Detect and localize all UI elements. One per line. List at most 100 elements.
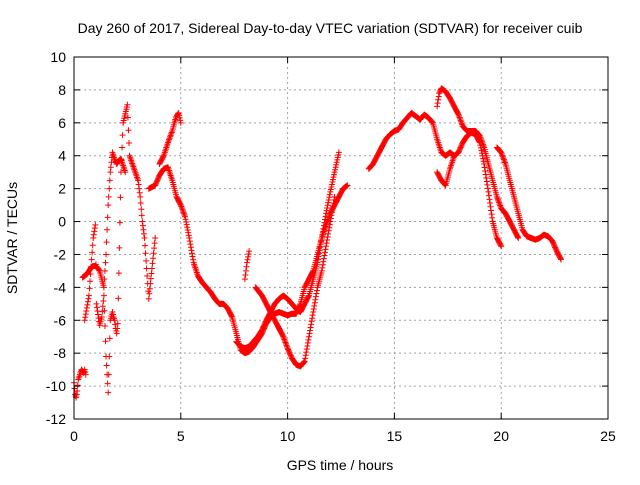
- data-point: [500, 156, 507, 163]
- data-point: [146, 290, 153, 297]
- data-point: [313, 290, 320, 297]
- data-point: [167, 132, 174, 139]
- data-point: [327, 218, 334, 225]
- data-point: [485, 188, 492, 195]
- data-point: [113, 330, 120, 337]
- data-point: [499, 153, 506, 160]
- data-point: [498, 243, 505, 250]
- data-point: [325, 199, 332, 206]
- data-point: [320, 255, 327, 262]
- data-point: [327, 215, 334, 222]
- data-point: [115, 295, 122, 302]
- data-point: [190, 256, 197, 263]
- data-point: [101, 323, 108, 330]
- data-point: [320, 222, 327, 229]
- data-point: [323, 207, 330, 214]
- data-point: [457, 117, 464, 124]
- data-point: [282, 340, 289, 347]
- series-s2-spikes: [156, 109, 253, 283]
- data-point: [281, 336, 288, 343]
- data-point: [104, 226, 111, 233]
- data-point: [498, 150, 505, 157]
- data-point: [140, 226, 147, 233]
- data-point: [93, 300, 100, 307]
- data-point: [139, 218, 146, 225]
- data-point: [282, 339, 289, 346]
- data-point: [325, 227, 332, 234]
- data-point: [137, 193, 144, 200]
- data-point: [283, 342, 290, 349]
- data-point: [141, 235, 148, 241]
- data-point: [81, 317, 88, 324]
- y-tick-label: 8: [58, 82, 66, 98]
- data-point: [493, 193, 500, 200]
- data-point: [558, 256, 565, 263]
- data-point: [228, 312, 235, 319]
- data-point: [317, 241, 324, 248]
- data-point: [328, 209, 335, 216]
- data-point: [324, 202, 331, 209]
- data-point: [494, 195, 501, 202]
- data-point: [494, 196, 501, 203]
- data-point: [89, 242, 96, 249]
- data-point: [151, 240, 158, 247]
- data-point: [85, 295, 92, 302]
- data-point: [114, 320, 121, 327]
- data-point: [86, 285, 93, 292]
- series-s3-late: [434, 144, 565, 263]
- data-point: [189, 250, 196, 257]
- data-point: [324, 237, 331, 244]
- data-point: [484, 181, 491, 188]
- data-point: [73, 391, 80, 398]
- data-point: [103, 251, 110, 258]
- data-point: [320, 225, 327, 232]
- series-s3-peak: [434, 85, 522, 241]
- data-point: [484, 185, 491, 192]
- grid-lines: [74, 57, 608, 419]
- data-point: [83, 304, 90, 311]
- data-point: [152, 235, 159, 241]
- data-point: [318, 267, 325, 274]
- data-point: [74, 382, 81, 389]
- data-point: [91, 225, 98, 232]
- data-point: [118, 156, 125, 163]
- data-point: [245, 251, 252, 258]
- data-point: [136, 185, 143, 192]
- data-point: [246, 248, 253, 255]
- data-point: [147, 275, 154, 282]
- data-point: [311, 299, 318, 306]
- data-point: [480, 141, 487, 148]
- data-point: [500, 155, 507, 162]
- data-point: [457, 115, 464, 122]
- data-point: [106, 353, 113, 360]
- data-point: [96, 267, 103, 274]
- data-point: [105, 371, 112, 378]
- data-point: [313, 287, 320, 294]
- data-point: [92, 221, 99, 228]
- data-point: [244, 256, 251, 263]
- data-point: [145, 295, 152, 302]
- data-point: [93, 304, 100, 311]
- data-point: [331, 196, 338, 203]
- data-point: [189, 253, 196, 260]
- data-point: [82, 371, 89, 378]
- data-point: [482, 167, 489, 174]
- x-axis-label: GPS time / hours: [287, 457, 394, 473]
- data-point: [183, 221, 190, 228]
- data-point: [344, 182, 351, 189]
- data-point: [124, 101, 131, 108]
- data-point: [496, 201, 503, 208]
- data-point: [151, 245, 158, 252]
- data-point: [74, 388, 81, 395]
- data-point: [455, 111, 462, 118]
- data-point: [300, 359, 307, 366]
- data-point: [456, 113, 463, 120]
- data-point: [324, 233, 331, 240]
- data-point: [488, 211, 495, 218]
- data-point: [87, 278, 94, 285]
- data-point: [305, 336, 312, 343]
- data-point: [139, 222, 146, 229]
- data-point: [103, 239, 110, 246]
- data-point: [321, 216, 328, 223]
- data-point: [487, 203, 494, 210]
